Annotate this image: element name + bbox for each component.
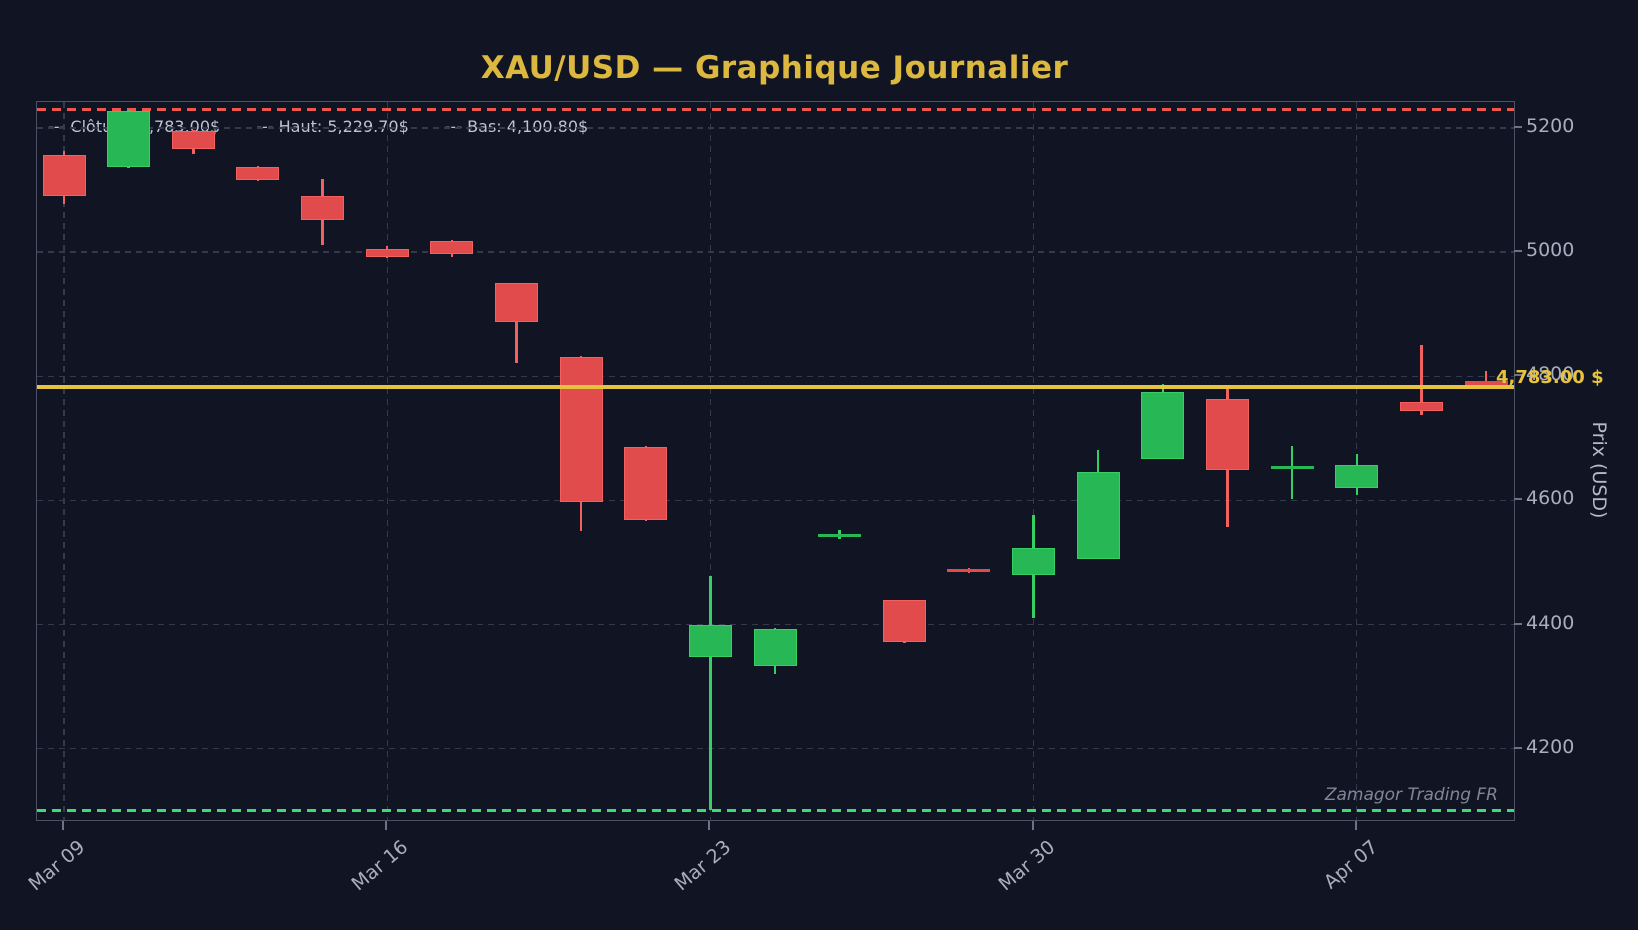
candle-wick: [515, 282, 518, 364]
hline-close: [37, 385, 1514, 389]
x-tick-label: Mar 30: [993, 836, 1059, 896]
candle-wick: [709, 576, 712, 811]
y-tick-mark: [1514, 622, 1522, 625]
x-tick-mark: [708, 821, 711, 830]
candle-body: [301, 196, 345, 220]
hline-high: [37, 108, 1514, 111]
y-tick-label: 4200: [1526, 735, 1575, 758]
x-tick-label: Mar 16: [347, 836, 413, 896]
y-tick-label: 4600: [1526, 487, 1575, 510]
v-gridline: [63, 102, 65, 820]
y-tick-label: 4400: [1526, 611, 1575, 634]
x-tick-label: Mar 23: [670, 836, 736, 896]
x-tick-mark: [62, 821, 64, 830]
x-tick-mark: [1031, 821, 1034, 830]
candle-body: [688, 624, 732, 658]
candle-body: [430, 241, 474, 255]
h-gridline: [37, 251, 1514, 253]
candle-body: [882, 600, 926, 642]
x-tick-mark: [385, 821, 388, 830]
candle-wick: [1420, 344, 1423, 416]
candle-body: [365, 249, 409, 258]
legend: --- Clôture: 4,783.00$ --- Haut: 5,229.7…: [48, 117, 588, 136]
h-gridline: [37, 499, 1514, 502]
candle-body: [1335, 465, 1379, 488]
candle-body: [1076, 471, 1120, 559]
y-tick-mark: [1514, 126, 1522, 129]
y-tick-mark: [1514, 250, 1522, 253]
y-tick-label: 4800: [1526, 363, 1575, 386]
candle-body: [947, 569, 991, 573]
x-tick-label: Apr 07: [1319, 836, 1382, 894]
legend-item-high: --- Haut: 5,229.70$: [256, 117, 409, 136]
candle-wick: [1484, 370, 1488, 388]
candle-body: [1012, 548, 1056, 576]
candle-body: [107, 110, 151, 168]
candle-wick: [1290, 446, 1294, 500]
y-tick-mark: [1514, 374, 1522, 377]
candle-body: [1399, 401, 1443, 412]
y-tick-label: 5200: [1526, 115, 1575, 138]
x-tick-mark: [1354, 821, 1357, 830]
x-tick-label: Mar 09: [24, 836, 90, 896]
y-tick-label: 5000: [1526, 239, 1575, 262]
v-gridline: [709, 102, 712, 820]
y-tick-mark: [1514, 746, 1522, 749]
candle-body: [1270, 466, 1314, 470]
candle-body: [494, 283, 538, 323]
h-gridline: [37, 375, 1514, 377]
candle-body: [236, 166, 280, 181]
h-gridline: [37, 747, 1514, 750]
price-line-label: 4,783.00 $: [1496, 367, 1604, 388]
v-gridline: [386, 102, 388, 820]
chart-title: XAU/USD — Graphique Journalier: [480, 50, 1069, 86]
watermark: Zamagor Trading FR: [1324, 785, 1498, 805]
candle-body: [1464, 381, 1508, 387]
legend-item-low: --- Bas: 4,100.80$: [444, 117, 589, 136]
v-gridline: [1032, 102, 1035, 820]
candle-body: [1141, 391, 1185, 459]
candle-body: [171, 130, 215, 150]
hline-low: [37, 808, 1514, 812]
candle-body: [624, 447, 668, 521]
candle-body: [753, 628, 797, 667]
candle-body: [42, 154, 86, 197]
candle-body: [818, 533, 862, 537]
y-axis-title: Prix (USD): [1588, 421, 1610, 519]
h-gridline: [37, 623, 1514, 626]
candle-body: [1206, 399, 1250, 470]
candle-body: [559, 357, 603, 503]
y-tick-mark: [1514, 498, 1522, 501]
h-gridline: [37, 127, 1514, 129]
plot-area: [36, 101, 1515, 821]
